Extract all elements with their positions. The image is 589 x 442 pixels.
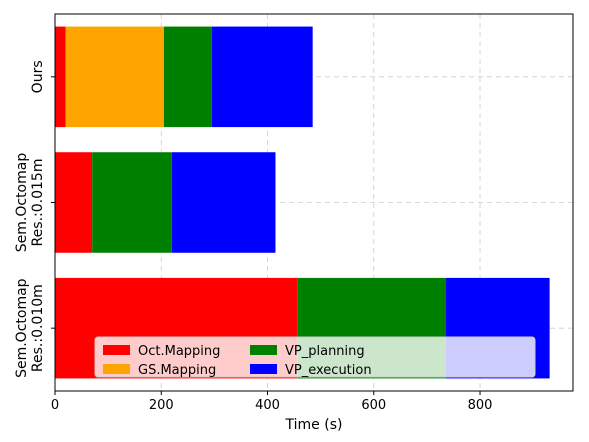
bar-sem-octomap-res-0-015m-vp-planning [92,152,172,253]
bar-sem-octomap-res-0-015m-oct-mapping [55,152,93,253]
legend: Oct.Mapping GS.Mapping VP_planning VP_execu… [94,336,536,378]
x-tick-label: 200 [149,398,174,413]
legend-label-oct-mapping: Oct.Mapping [138,344,220,359]
y-tick-label: Sem.Octomap [14,278,30,378]
legend-swatch-vp-execution [250,364,277,374]
legend-label-vp-planning: VP_planning [285,344,365,359]
y-tick-label: Ours [30,60,46,93]
bar-ours-oct-mapping [55,26,66,128]
y-tick-label: Res.:0.015m [30,159,46,247]
x-tick-label: 0 [51,398,59,413]
x-ticks: 0 200 400 600 800 [51,391,493,413]
legend-label-vp-execution: VP_execution [285,363,372,378]
legend-swatch-oct-mapping [103,345,130,355]
bar-ours-vp-execution [211,26,313,128]
y-tick-label: Sem.Octomap [14,153,30,253]
legend-swatch-gs-mapping [103,364,130,374]
bar-ours-vp-planning [163,26,212,128]
x-tick-label: 600 [361,398,386,413]
legend-label-gs-mapping: GS.Mapping [138,363,216,378]
x-tick-label: 400 [255,398,280,413]
x-tick-label: 800 [468,398,493,413]
bar-ours-gs-mapping [65,26,164,128]
bar-sem-octomap-res-0-015m-vp-execution [171,152,276,253]
x-axis-label: Time (s) [285,417,343,433]
legend-box [94,336,536,378]
bars-layer [55,26,550,379]
legend-swatch-vp-planning [250,345,277,355]
y-tick-label: Res.:0.010m [30,284,46,372]
